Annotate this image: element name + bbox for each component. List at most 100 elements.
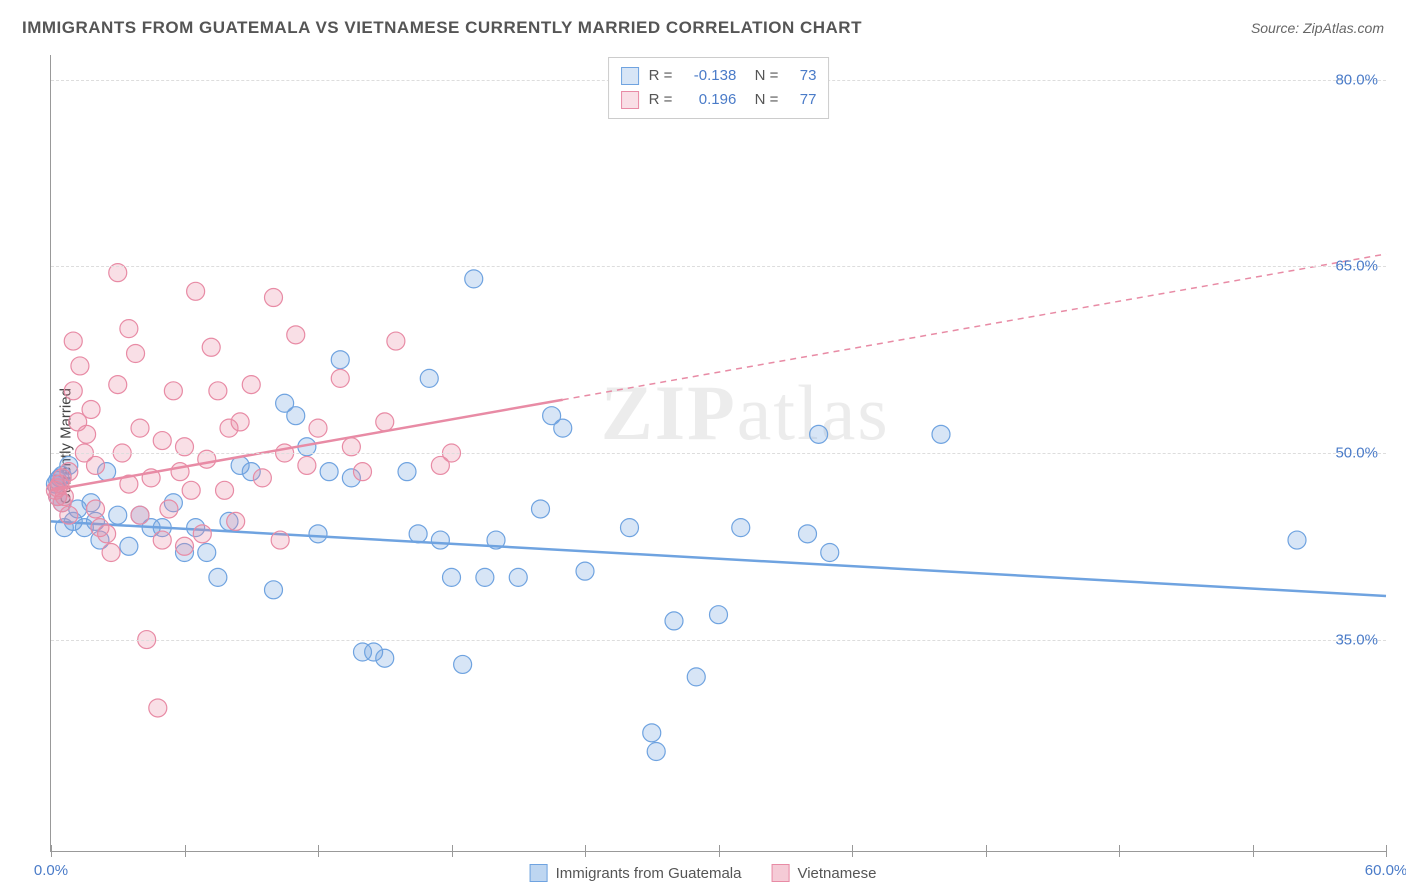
scatter-point	[509, 568, 527, 586]
scatter-point	[354, 463, 372, 481]
y-tick-label: 80.0%	[1335, 71, 1378, 88]
scatter-point	[554, 419, 572, 437]
x-tick-label: 60.0%	[1365, 862, 1406, 879]
scatter-point	[287, 407, 305, 425]
scatter-point	[932, 425, 950, 443]
correlation-row: R = -0.138 N = 73	[621, 64, 817, 88]
legend-swatch	[621, 67, 639, 85]
scatter-point	[271, 531, 289, 549]
scatter-point	[643, 724, 661, 742]
scatter-point	[431, 531, 449, 549]
chart-source: Source: ZipAtlas.com	[1251, 20, 1384, 36]
scatter-point	[443, 568, 461, 586]
scatter-point	[298, 456, 316, 474]
x-tick-mark	[852, 845, 853, 857]
n-label: N =	[746, 88, 778, 112]
r-label: R =	[649, 64, 673, 88]
r-value: 0.196	[682, 88, 736, 112]
scatter-point	[265, 581, 283, 599]
scatter-point	[387, 332, 405, 350]
x-tick-mark	[185, 845, 186, 857]
x-tick-mark	[1386, 845, 1387, 857]
scatter-point	[532, 500, 550, 518]
scatter-point	[265, 289, 283, 307]
scatter-point	[131, 506, 149, 524]
series-legend: Immigrants from Guatemala Vietnamese	[530, 864, 877, 882]
legend-item: Immigrants from Guatemala	[530, 864, 742, 882]
scatter-point	[476, 568, 494, 586]
scatter-point	[1288, 531, 1306, 549]
scatter-point	[309, 419, 327, 437]
gridline	[51, 640, 1386, 641]
scatter-point	[153, 531, 171, 549]
scatter-point	[160, 500, 178, 518]
x-tick-label: 0.0%	[34, 862, 68, 879]
scatter-point	[120, 537, 138, 555]
x-tick-mark	[986, 845, 987, 857]
scatter-point	[87, 456, 105, 474]
scatter-point	[209, 568, 227, 586]
regression-line-solid	[51, 400, 563, 491]
legend-swatch	[771, 864, 789, 882]
x-tick-mark	[318, 845, 319, 857]
n-value: 73	[788, 64, 816, 88]
scatter-point	[810, 425, 828, 443]
scatter-point	[687, 668, 705, 686]
scatter-point	[465, 270, 483, 288]
correlation-row: R = 0.196 N = 77	[621, 88, 817, 112]
scatter-point	[82, 400, 100, 418]
scatter-point	[182, 481, 200, 499]
x-tick-mark	[585, 845, 586, 857]
scatter-point	[60, 506, 78, 524]
scatter-point	[454, 655, 472, 673]
correlation-legend: R = -0.138 N = 73R = 0.196 N = 77	[608, 57, 830, 119]
scatter-point	[398, 463, 416, 481]
scatter-point	[409, 525, 427, 543]
scatter-point	[198, 544, 216, 562]
legend-item: Vietnamese	[771, 864, 876, 882]
y-tick-label: 65.0%	[1335, 258, 1378, 275]
chart-title: IMMIGRANTS FROM GUATEMALA VS VIETNAMESE …	[22, 18, 862, 38]
scatter-point	[109, 376, 127, 394]
gridline	[51, 453, 1386, 454]
scatter-point	[227, 512, 245, 530]
scatter-point	[253, 469, 271, 487]
scatter-point	[164, 382, 182, 400]
scatter-point	[799, 525, 817, 543]
n-value: 77	[788, 88, 816, 112]
scatter-point	[87, 500, 105, 518]
legend-swatch	[530, 864, 548, 882]
scatter-point	[647, 743, 665, 761]
scatter-point	[187, 282, 205, 300]
scatter-point	[376, 649, 394, 667]
regression-line-solid	[51, 521, 1386, 596]
x-tick-mark	[452, 845, 453, 857]
y-tick-label: 35.0%	[1335, 631, 1378, 648]
scatter-point	[202, 338, 220, 356]
scatter-point	[209, 382, 227, 400]
scatter-point	[102, 544, 120, 562]
gridline	[51, 266, 1386, 267]
scatter-point	[71, 357, 89, 375]
scatter-point	[176, 537, 194, 555]
scatter-point	[242, 376, 260, 394]
legend-label: Vietnamese	[797, 865, 876, 882]
scatter-point	[331, 351, 349, 369]
x-tick-mark	[1253, 845, 1254, 857]
scatter-point	[109, 506, 127, 524]
scatter-point	[821, 544, 839, 562]
scatter-point	[287, 326, 305, 344]
n-label: N =	[746, 64, 778, 88]
scatter-point	[231, 413, 249, 431]
scatter-point	[732, 519, 750, 537]
scatter-point	[64, 382, 82, 400]
scatter-point	[78, 425, 96, 443]
scatter-point	[710, 606, 728, 624]
scatter-point	[420, 369, 438, 387]
r-value: -0.138	[682, 64, 736, 88]
scatter-point	[193, 525, 211, 543]
scatter-point	[621, 519, 639, 537]
chart-header: IMMIGRANTS FROM GUATEMALA VS VIETNAMESE …	[22, 18, 1384, 38]
scatter-point	[127, 345, 145, 363]
legend-label: Immigrants from Guatemala	[556, 865, 742, 882]
